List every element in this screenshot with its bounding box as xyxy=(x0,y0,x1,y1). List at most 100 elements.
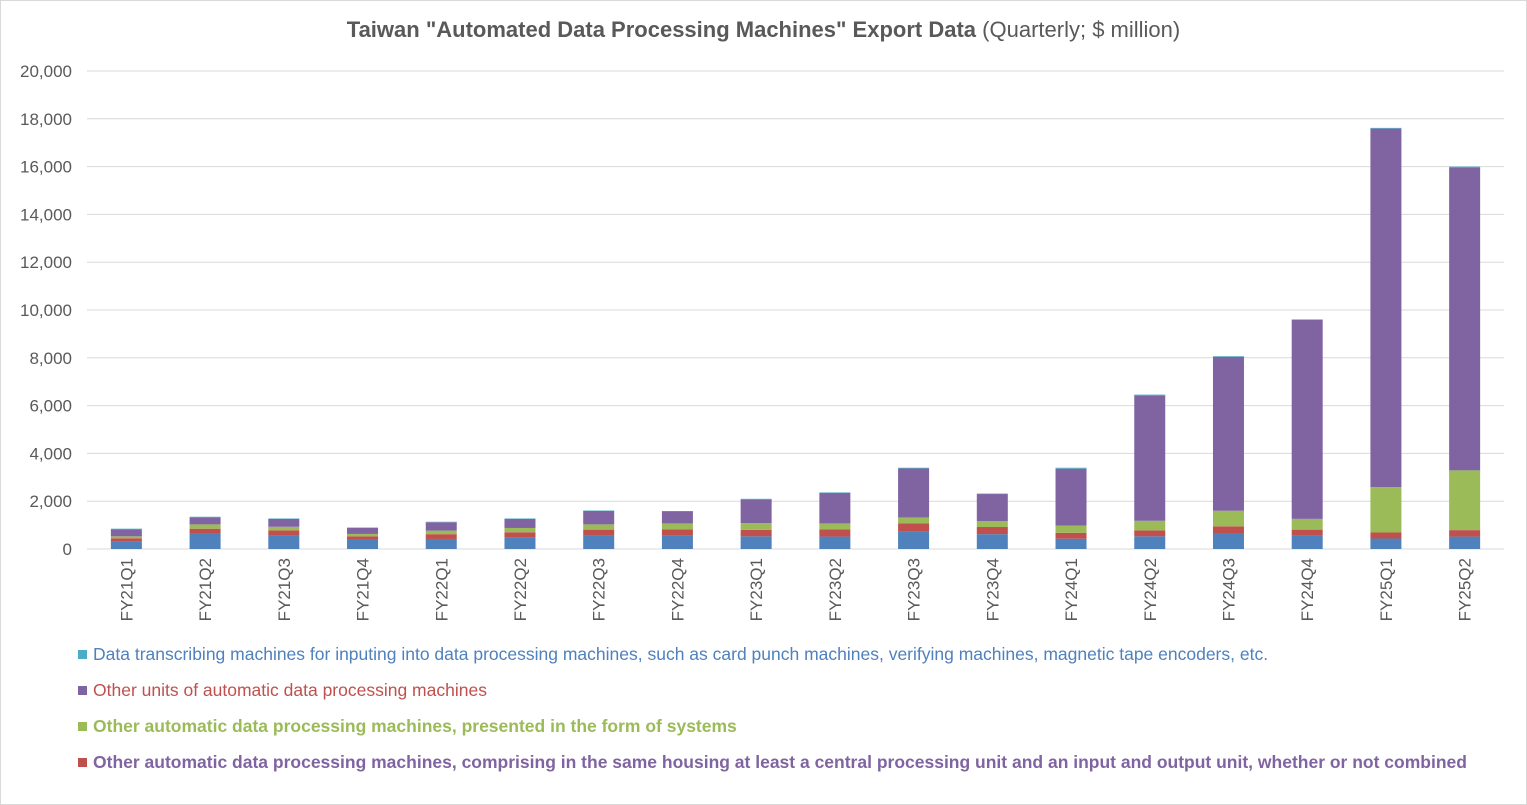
legend-item-other-units: Other units of automatic data processing… xyxy=(78,679,1498,701)
chart-title-sub: (Quarterly; $ million) xyxy=(982,17,1181,42)
bar-segment xyxy=(268,535,300,549)
bar-segment xyxy=(504,527,536,533)
x-tick-label: FY24Q3 xyxy=(1219,558,1238,621)
bar-segment xyxy=(976,521,1008,528)
bar-segment xyxy=(1134,530,1166,537)
bar-segment xyxy=(1449,166,1481,168)
bar-segment xyxy=(1291,319,1323,519)
bar-segment xyxy=(1055,468,1087,526)
bar-segment xyxy=(504,518,536,528)
bar-segment xyxy=(898,517,930,524)
bar-segment xyxy=(1291,518,1323,530)
bar-segment xyxy=(1212,526,1244,534)
bar-segment xyxy=(268,526,300,531)
legend-swatch-other-units xyxy=(78,686,87,695)
x-tick-label: FY21Q2 xyxy=(196,558,215,621)
bar-segment xyxy=(661,535,693,549)
x-tick-label: FY21Q4 xyxy=(354,558,373,621)
bar-segment xyxy=(819,523,851,530)
bar-segment xyxy=(504,537,536,549)
y-tick-label: 16,000 xyxy=(20,158,72,177)
chart-title-main: Taiwan "Automated Data Processing Machin… xyxy=(346,17,977,42)
bar-segment xyxy=(819,492,851,524)
bar-segment xyxy=(268,518,300,527)
bar-segment xyxy=(110,529,142,537)
bar-segment xyxy=(1449,536,1481,549)
legend-label-other-units: Other units of automatic data processing… xyxy=(93,680,487,700)
bar-segment xyxy=(1055,525,1087,533)
bar-segment xyxy=(976,534,1008,549)
y-tick-label: 10,000 xyxy=(20,301,72,320)
bar-segment xyxy=(583,535,615,549)
bar-segment xyxy=(425,534,457,539)
bar-segment xyxy=(1449,167,1481,471)
bar-segment xyxy=(1134,520,1166,531)
x-tick-label: FY24Q1 xyxy=(1062,558,1081,621)
y-tick-label: 18,000 xyxy=(20,110,72,129)
bar-segment xyxy=(1291,529,1323,536)
bar-segment xyxy=(110,536,142,539)
bar-segment xyxy=(1212,533,1244,549)
y-tick-label: 12,000 xyxy=(20,253,72,272)
bar-segment xyxy=(1212,510,1244,527)
bar-segment xyxy=(1370,538,1402,549)
bar-segment xyxy=(819,529,851,537)
bar-segment xyxy=(1449,470,1481,531)
y-tick-label: 6,000 xyxy=(29,397,72,416)
bar-segment xyxy=(347,527,379,534)
bar-segment xyxy=(347,533,379,537)
bar-segment xyxy=(740,523,772,530)
bar-segment xyxy=(1370,487,1402,533)
x-tick-label: FY23Q2 xyxy=(826,558,845,621)
bar-segment xyxy=(110,538,142,542)
bar-segment xyxy=(425,538,457,549)
bar-segment xyxy=(1212,356,1244,511)
x-tick-label: FY23Q4 xyxy=(983,558,1002,621)
y-tick-label: 0 xyxy=(63,540,72,559)
bar-segment xyxy=(898,467,930,469)
x-tick-label: FY24Q4 xyxy=(1298,558,1317,621)
bar-segment xyxy=(1134,536,1166,549)
legend-label-cpu-housing: Other automatic data processing machines… xyxy=(93,752,1467,772)
bar-segment xyxy=(898,523,930,532)
bar-segment xyxy=(504,532,536,538)
x-tick-label: FY22Q1 xyxy=(432,558,451,621)
bar-segment xyxy=(189,528,221,534)
x-tick-label: FY22Q3 xyxy=(590,558,609,621)
x-tick-label: FY23Q1 xyxy=(747,558,766,621)
bar-segment xyxy=(1134,395,1166,521)
bar-segment xyxy=(425,522,457,531)
y-tick-label: 8,000 xyxy=(29,349,72,368)
bar-segment xyxy=(819,536,851,549)
bar-segment xyxy=(268,530,300,536)
bar-segment xyxy=(1055,538,1087,549)
bar-segment xyxy=(740,529,772,537)
y-tick-label: 20,000 xyxy=(20,62,72,81)
x-tick-label: FY25Q2 xyxy=(1456,558,1475,621)
bar-segment xyxy=(425,530,457,535)
y-tick-label: 2,000 xyxy=(29,492,72,511)
chart-plot: 0 2,000 4,000 6,000 8,000 10,000 12,000 14,000 1… xyxy=(20,62,1504,621)
legend-label-transcribing: Data transcribing machines for inputing … xyxy=(93,644,1269,664)
x-tick-label: FY21Q1 xyxy=(117,558,136,621)
bar-segment xyxy=(1212,356,1244,357)
bar-segment xyxy=(1370,532,1402,539)
legend-item-cpu-housing: Other automatic data processing machines… xyxy=(78,751,1498,773)
bar-segment xyxy=(1370,127,1402,129)
bar-segment xyxy=(1055,467,1087,469)
legend-label-systems: Other automatic data processing machines… xyxy=(93,716,737,736)
bar-segment xyxy=(976,494,1008,522)
bar-segment xyxy=(1055,532,1087,539)
bar-segment xyxy=(583,510,615,525)
chart-title: Taiwan "Automated Data Processing Machin… xyxy=(0,17,1527,43)
bar-segment xyxy=(189,517,221,525)
x-tick-label: FY21Q3 xyxy=(275,558,294,621)
bar-segment xyxy=(1134,394,1166,396)
x-tick-label: FY24Q2 xyxy=(1141,558,1160,621)
bar-segment xyxy=(661,511,693,524)
bar-segment xyxy=(189,524,221,529)
bar-segment xyxy=(976,527,1008,535)
bar-segment xyxy=(661,523,693,530)
legend-item-transcribing: Data transcribing machines for inputing … xyxy=(78,643,1498,665)
x-tick-label: FY22Q4 xyxy=(668,558,687,621)
